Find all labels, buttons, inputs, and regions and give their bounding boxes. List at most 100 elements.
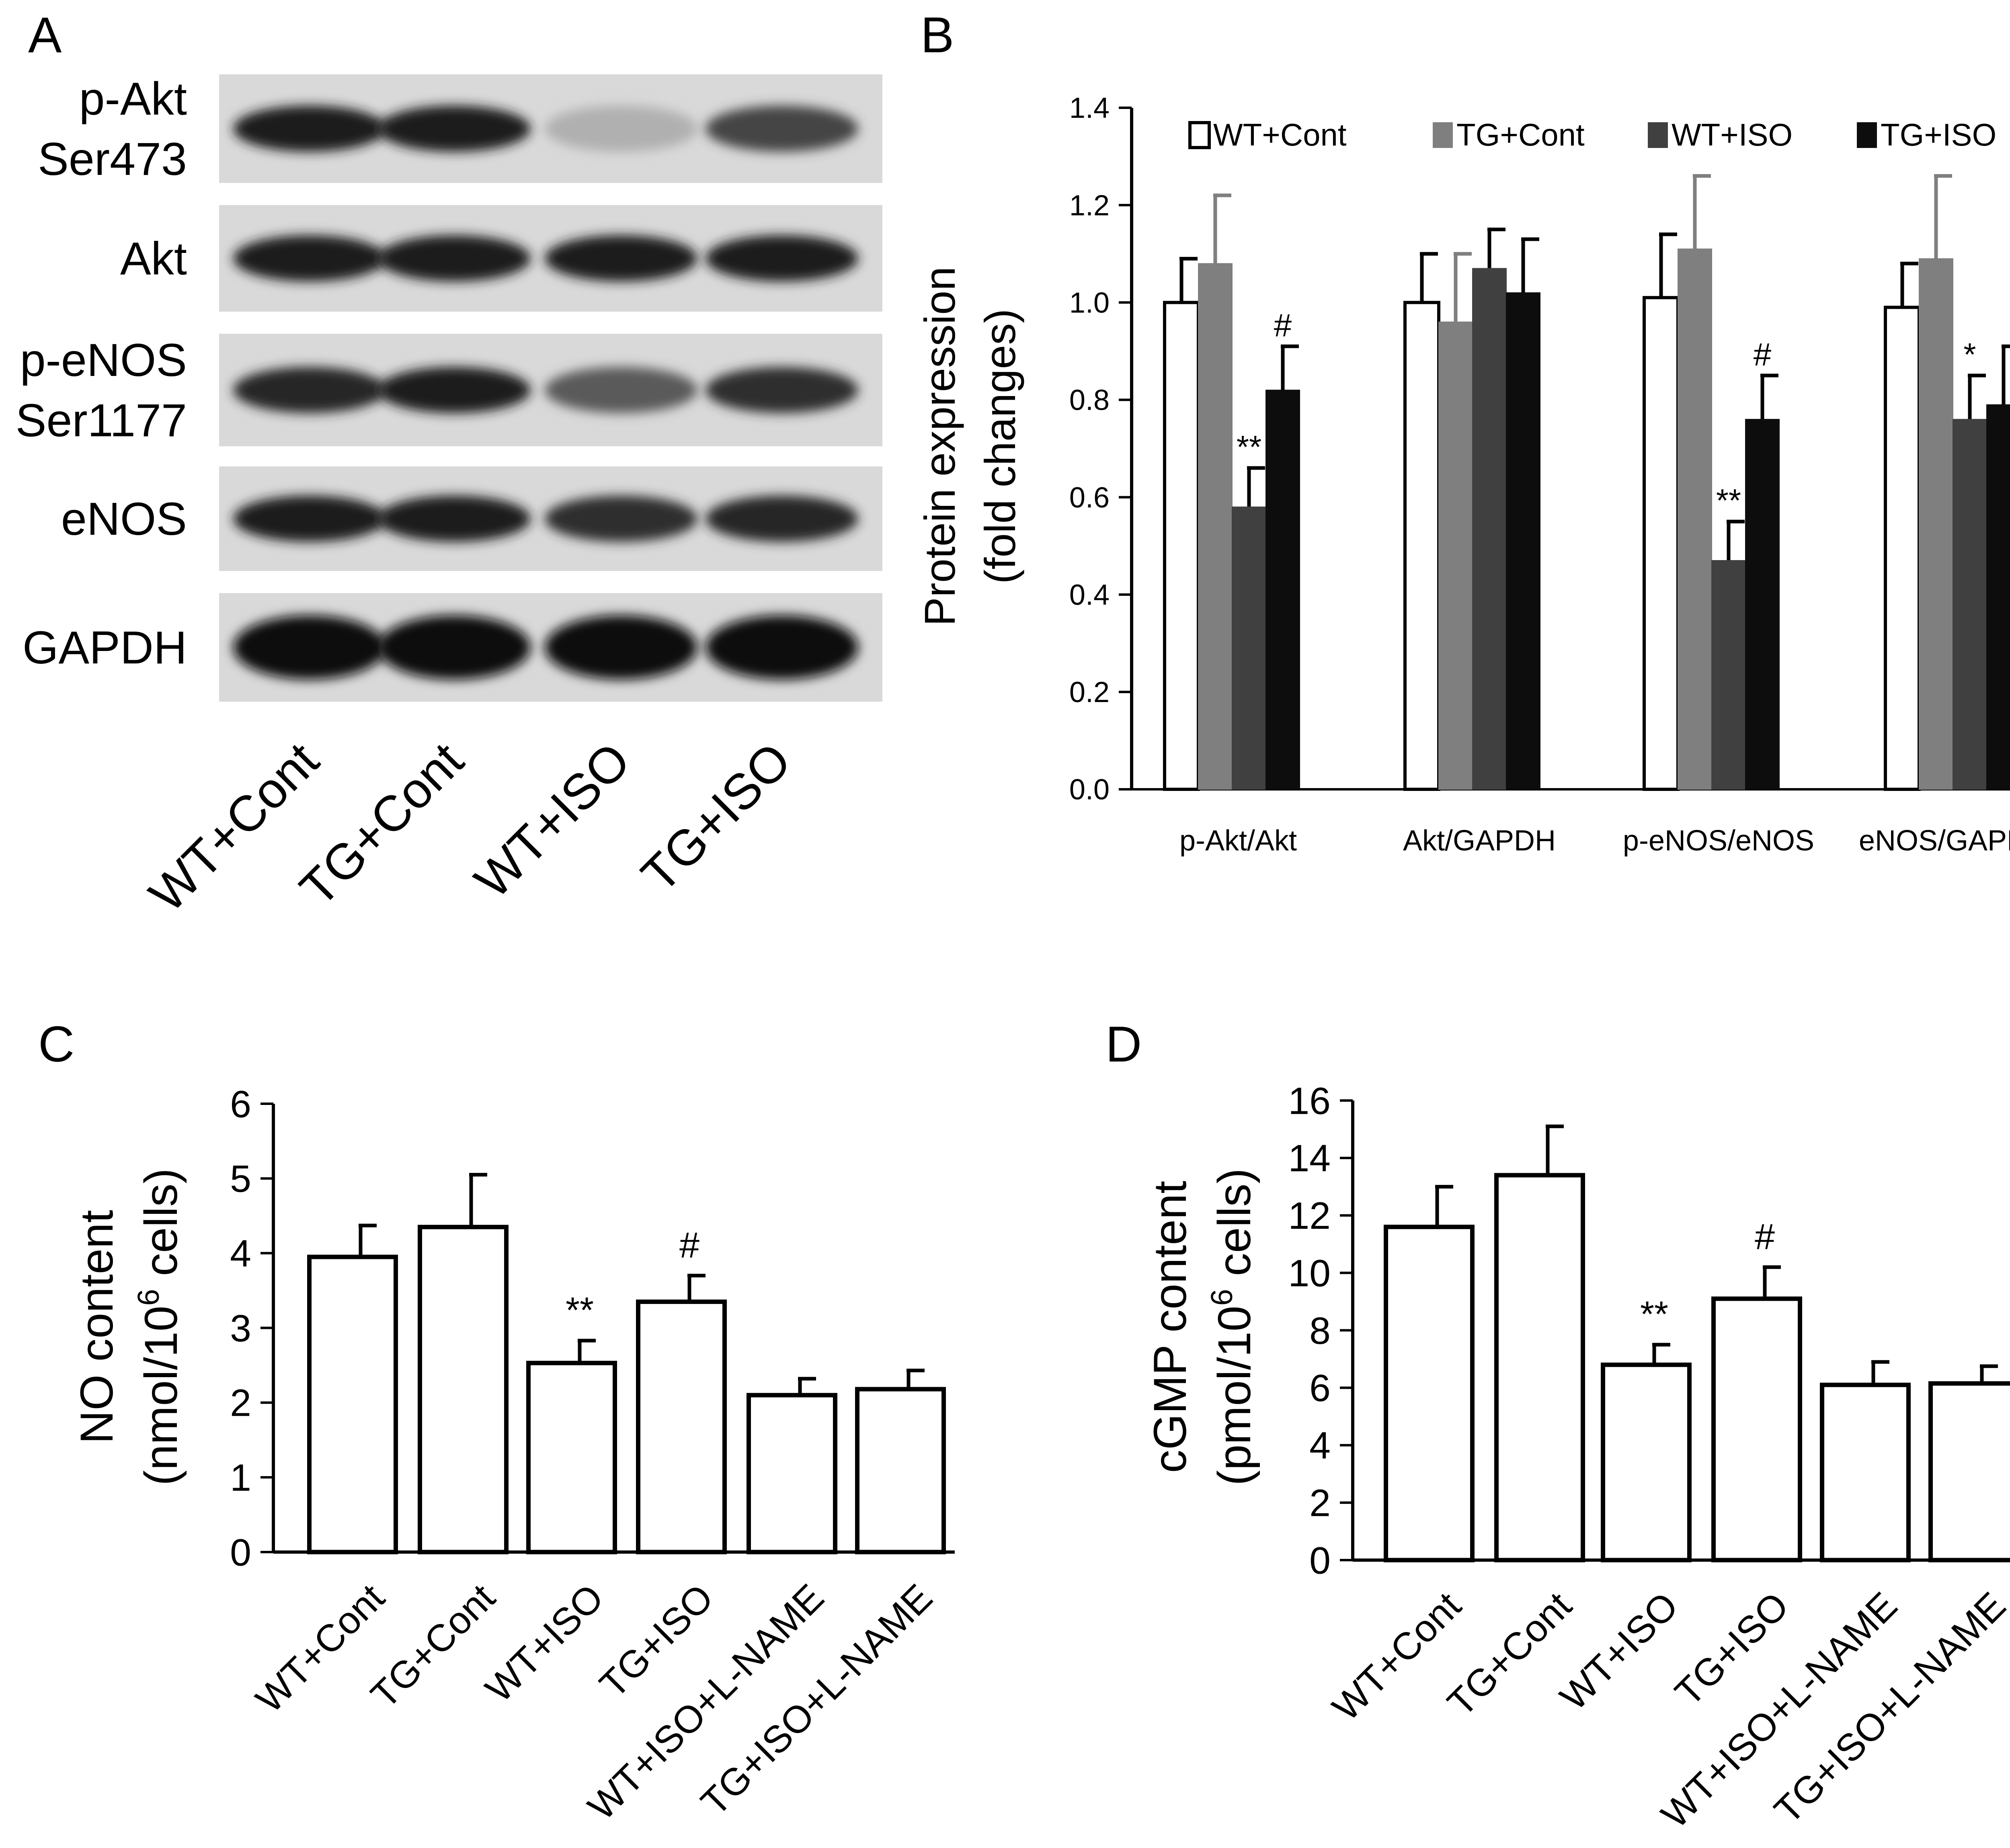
y-tick-label: 5 [230, 1158, 251, 1200]
blot-band [233, 235, 386, 281]
blot-band [706, 105, 858, 152]
blot-band [378, 367, 531, 413]
blot-row-label: GAPDH [23, 622, 187, 673]
bar-wt-iso-p-enos-enos [1711, 560, 1746, 790]
y-tick-label: 4 [1309, 1425, 1331, 1467]
x-tick-label: WT+ISO [478, 1576, 612, 1710]
y-tick-label: 16 [1288, 1080, 1331, 1122]
blot-band [545, 235, 697, 281]
y-tick-label: 14 [1288, 1137, 1331, 1180]
y-tick-label: 2 [230, 1382, 251, 1425]
y-tick-label: 0 [230, 1531, 251, 1574]
blot-band [706, 367, 858, 413]
significance-mark: # [1274, 307, 1292, 343]
y-tick-label: 0.6 [1069, 482, 1110, 514]
x-tick-label: TG+Cont [363, 1576, 503, 1717]
blot-band [378, 235, 531, 281]
bar-wt-iso-l-name [747, 1393, 837, 1554]
blot-band [378, 105, 531, 152]
blot-band [233, 367, 386, 413]
panel-label-a: A [28, 7, 62, 63]
blot-band [706, 615, 858, 680]
y-tick-label: 3 [230, 1307, 251, 1350]
y-tick-label: 2 [1309, 1482, 1331, 1524]
panel-label-c: C [38, 1016, 74, 1072]
bar-tg-cont-enos-gapdh [1919, 258, 1953, 790]
blot-band [545, 495, 697, 542]
bar-wt-cont [1384, 1224, 1475, 1563]
panel-label-d: D [1106, 1016, 1142, 1072]
chart-legend: WT+Cont TG+Cont WT+ISO TG+ISO [1188, 117, 1996, 152]
significance-mark: * [1963, 337, 1976, 372]
blot-row-label: Ser1177 [16, 395, 187, 446]
y-tick-label: 12 [1288, 1195, 1331, 1237]
y-tick-label: 1.4 [1069, 92, 1110, 124]
bar-tg-iso-l-name [1928, 1381, 2010, 1563]
blot-lane-label: WT+Cont [139, 732, 329, 923]
significance-mark: ** [1237, 429, 1261, 465]
blot-lane-label: TG+ISO [631, 732, 802, 903]
legend-label: TG+ISO [1881, 117, 1996, 152]
bar-wt-cont-p-akt-akt [1163, 301, 1200, 791]
y-axis-label: cGMP content [1144, 1181, 1196, 1473]
blot-row-gapdh: GAPDH [23, 593, 882, 702]
y-tick-label: 6 [230, 1083, 251, 1125]
y-tick-label: 1.2 [1069, 189, 1110, 222]
blot-band [378, 615, 531, 680]
y-axis-label: (fold changes) [976, 309, 1024, 584]
x-tick-label: TG+Cont [1439, 1584, 1579, 1725]
bar-wt-cont [307, 1255, 398, 1554]
significance-mark: ** [566, 1290, 594, 1331]
bar-tg-cont-akt-gapdh [1438, 321, 1473, 790]
y-tick-label: 0 [1309, 1539, 1331, 1582]
y-tick-label: 6 [1309, 1367, 1331, 1410]
legend-label: WT+Cont [1213, 117, 1347, 152]
blot-row-label: eNOS [61, 493, 187, 545]
bar-tg-cont-p-enos-enos [1678, 248, 1712, 790]
blot-band [378, 495, 531, 542]
y-axis-label: Protein expression [915, 267, 964, 626]
blot-band [233, 495, 386, 542]
legend-swatch-wt-iso [1648, 122, 1668, 148]
bar-tg-iso-akt-gapdh [1506, 292, 1540, 790]
bar-tg-cont-p-akt-akt [1198, 263, 1233, 790]
significance-mark: ** [1716, 483, 1741, 518]
y-tick-label: 0.2 [1069, 676, 1110, 708]
bar-wt-cont-p-enos-enos [1643, 296, 1680, 791]
x-tick-label: eNOS/GAPDH [1859, 825, 2010, 857]
bar-tg-iso-p-akt-akt [1265, 390, 1300, 790]
significance-mark: # [1755, 1217, 1775, 1257]
no-content-chart: NO content (nmol/106 cells) 0 1 2 3 4 5 6 WT+Con… [71, 1083, 955, 1828]
blot-band [233, 105, 386, 152]
blot-band [706, 235, 858, 281]
significance-mark: ** [1640, 1294, 1668, 1335]
blot-row-label: p-eNOS [20, 335, 187, 386]
blot-row-akt: Akt [120, 205, 882, 312]
significance-mark: # [1754, 337, 1772, 372]
blot-band [545, 367, 697, 413]
bar-wt-iso [1601, 1362, 1692, 1563]
protein-expression-chart: Protein expression (fold changes) 0.0 0.2 0… [915, 92, 2010, 857]
bar-tg-iso-p-enos-enos [1745, 419, 1780, 790]
y-tick-label: 10 [1288, 1252, 1331, 1295]
x-tick-label: p-Akt/Akt [1179, 825, 1297, 857]
blot-band [233, 615, 386, 680]
x-tick-label: WT+ISO [1552, 1584, 1686, 1719]
legend-label: TG+Cont [1456, 117, 1585, 152]
y-tick-label: 8 [1309, 1310, 1331, 1352]
y-tick-label: 0.4 [1069, 579, 1110, 611]
blot-row-label: Akt [120, 233, 187, 285]
blot-lane-label: WT+ISO [464, 732, 641, 909]
blot-row-label: Ser473 [38, 133, 187, 185]
x-tick-label: WT+Cont [1324, 1584, 1469, 1729]
y-axis-label: (nmol/106 cells) [131, 1168, 187, 1485]
x-tick-label: p-eNOS/eNOS [1623, 825, 1814, 857]
bar-wt-cont-enos-gapdh [1884, 306, 1921, 791]
blot-row-enos: eNOS [61, 466, 882, 571]
y-axis-label: NO content [71, 1210, 123, 1444]
bar-wt-iso-l-name [1820, 1382, 1911, 1563]
bar-wt-iso-enos-gapdh [1953, 419, 1987, 790]
bar-tg-iso-enos-gapdh [1986, 404, 2010, 790]
cgmp-content-chart: cGMP content (pmol/106 cells) 0 2 4 6 8 10 12 14… [1144, 1080, 2010, 1836]
legend-swatch-tg-cont [1433, 122, 1453, 148]
